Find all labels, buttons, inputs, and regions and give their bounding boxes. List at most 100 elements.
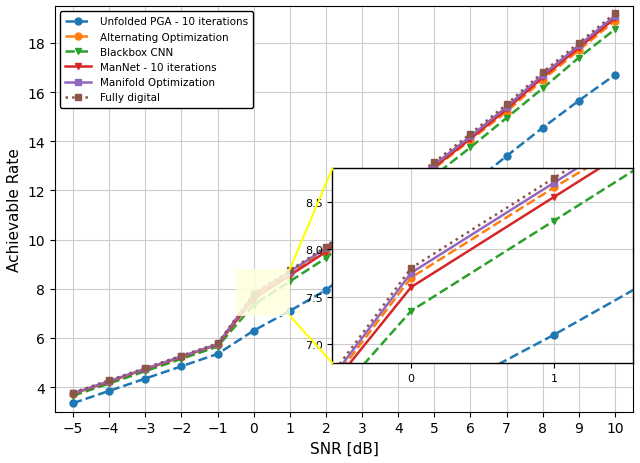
Blackbox CNN [106,381,113,387]
ManNet - 10 iterations [467,137,474,142]
Blackbox CNN [250,302,257,308]
Line: Unfolded PGA - 10 iterations: Unfolded PGA - 10 iterations [70,72,618,407]
Fully digital [106,378,113,383]
Blackbox CNN [431,174,438,179]
Line: ManNet - 10 iterations: ManNet - 10 iterations [70,16,618,397]
Unfolded PGA - 10 iterations [575,99,582,104]
Alternating Optimization [358,216,366,222]
Manifold Optimization [575,44,582,49]
X-axis label: SNR [dB]: SNR [dB] [310,441,378,456]
Manifold Optimization [611,14,619,19]
ManNet - 10 iterations [539,75,547,81]
ManNet - 10 iterations [358,218,366,223]
Alternating Optimization [611,19,619,25]
Legend: Unfolded PGA - 10 iterations, Alternating Optimization, Blackbox CNN, ManNet - 1: Unfolded PGA - 10 iterations, Alternatin… [60,12,253,108]
Manifold Optimization [539,73,547,78]
Manifold Optimization [358,214,366,219]
Fully digital [575,41,582,46]
Fully digital [250,291,257,297]
Alternating Optimization [467,138,474,144]
Unfolded PGA - 10 iterations [539,125,547,131]
Unfolded PGA - 10 iterations [394,238,402,243]
Fully digital [431,160,438,166]
Fully digital [141,365,149,371]
Unfolded PGA - 10 iterations [358,259,366,265]
Line: Blackbox CNN: Blackbox CNN [70,27,618,400]
Manifold Optimization [431,163,438,168]
Alternating Optimization [322,248,330,254]
Fully digital [177,353,185,359]
Alternating Optimization [141,367,149,372]
Unfolded PGA - 10 iterations [322,288,330,293]
Blackbox CNN [69,393,77,399]
Blackbox CNN [503,116,511,121]
Alternating Optimization [177,355,185,360]
Fully digital [539,70,547,76]
ManNet - 10 iterations [69,391,77,397]
Alternating Optimization [539,78,547,83]
Manifold Optimization [69,391,77,396]
Alternating Optimization [431,166,438,172]
Fully digital [214,341,221,346]
ManNet - 10 iterations [575,46,582,51]
Manifold Optimization [503,105,511,110]
Blackbox CNN [611,27,619,33]
Alternating Optimization [214,342,221,348]
Blackbox CNN [358,224,366,229]
ManNet - 10 iterations [177,354,185,360]
Unfolded PGA - 10 iterations [214,351,221,357]
Fully digital [286,268,294,274]
Manifold Optimization [214,342,221,347]
Manifold Optimization [177,354,185,359]
Alternating Optimization [106,379,113,385]
Fully digital [611,12,619,17]
Line: Manifold Optimization: Manifold Optimization [70,13,618,397]
Unfolded PGA - 10 iterations [503,154,511,159]
ManNet - 10 iterations [503,107,511,113]
Manifold Optimization [322,246,330,251]
Alternating Optimization [250,294,257,299]
Blackbox CNN [322,256,330,261]
ManNet - 10 iterations [286,273,294,278]
Unfolded PGA - 10 iterations [69,400,77,406]
Blackbox CNN [467,145,474,151]
Alternating Optimization [286,270,294,276]
Alternating Optimization [394,192,402,197]
ManNet - 10 iterations [431,165,438,170]
Manifold Optimization [394,188,402,194]
ManNet - 10 iterations [250,296,257,302]
Line: Fully digital: Fully digital [70,11,618,396]
ManNet - 10 iterations [141,367,149,372]
Fully digital [322,244,330,250]
Line: Alternating Optimization: Alternating Optimization [70,18,618,398]
Fully digital [358,213,366,219]
Unfolded PGA - 10 iterations [177,364,185,369]
Blackbox CNN [141,369,149,374]
Fully digital [467,132,474,138]
Fully digital [394,186,402,191]
ManNet - 10 iterations [106,379,113,384]
ManNet - 10 iterations [322,250,330,255]
Fully digital [69,390,77,395]
Unfolded PGA - 10 iterations [250,328,257,334]
Unfolded PGA - 10 iterations [467,183,474,189]
Unfolded PGA - 10 iterations [431,213,438,219]
Unfolded PGA - 10 iterations [141,376,149,382]
Unfolded PGA - 10 iterations [611,73,619,78]
Y-axis label: Achievable Rate: Achievable Rate [7,148,22,271]
Fully digital [503,102,511,108]
Alternating Optimization [575,48,582,54]
Unfolded PGA - 10 iterations [286,308,294,314]
Blackbox CNN [539,87,547,92]
Manifold Optimization [250,293,257,298]
Manifold Optimization [286,269,294,275]
Manifold Optimization [106,378,113,384]
Blackbox CNN [575,56,582,61]
ManNet - 10 iterations [214,342,221,348]
Blackbox CNN [177,357,185,362]
Alternating Optimization [69,391,77,397]
Bar [236,269,290,316]
ManNet - 10 iterations [394,192,402,197]
ManNet - 10 iterations [611,16,619,22]
Blackbox CNN [286,279,294,285]
